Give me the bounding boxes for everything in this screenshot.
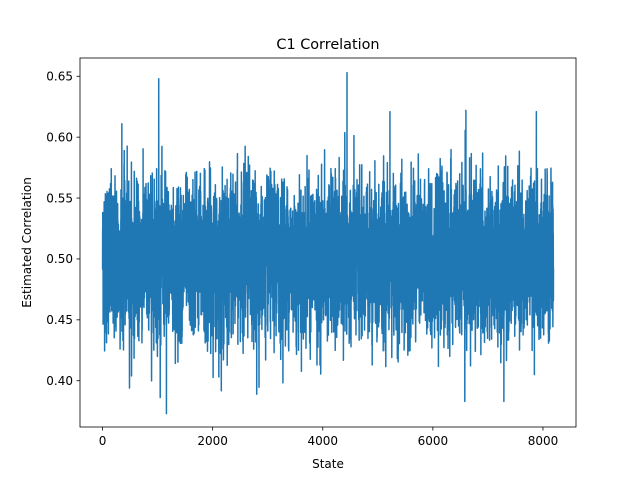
y-tick-label: 0.60 bbox=[46, 130, 73, 144]
axes-frame bbox=[79, 57, 577, 428]
x-tick-label: 0 bbox=[99, 434, 107, 448]
x-tick-label: 2000 bbox=[197, 434, 228, 448]
chart-title: C1 Correlation bbox=[276, 37, 379, 53]
y-tick-label: 0.65 bbox=[46, 70, 73, 84]
y-axis-ticks: 0.40 0.45 0.50 0.55 0.60 0.65 bbox=[46, 70, 80, 388]
y-tick-label: 0.50 bbox=[46, 252, 73, 266]
x-tick-label: 8000 bbox=[528, 434, 559, 448]
series-line bbox=[101, 71, 555, 415]
x-axis-ticks: 0 2000 4000 6000 8000 bbox=[99, 427, 558, 448]
x-tick-label: 4000 bbox=[307, 434, 338, 448]
x-tick-label: 6000 bbox=[418, 434, 449, 448]
series-layer bbox=[101, 71, 555, 415]
y-tick-label: 0.40 bbox=[46, 374, 73, 388]
y-tick-label: 0.45 bbox=[46, 313, 73, 327]
x-axis-label: State bbox=[312, 457, 344, 471]
y-tick-label: 0.55 bbox=[46, 191, 73, 205]
y-axis-label: Estimated Correlation bbox=[20, 177, 34, 308]
